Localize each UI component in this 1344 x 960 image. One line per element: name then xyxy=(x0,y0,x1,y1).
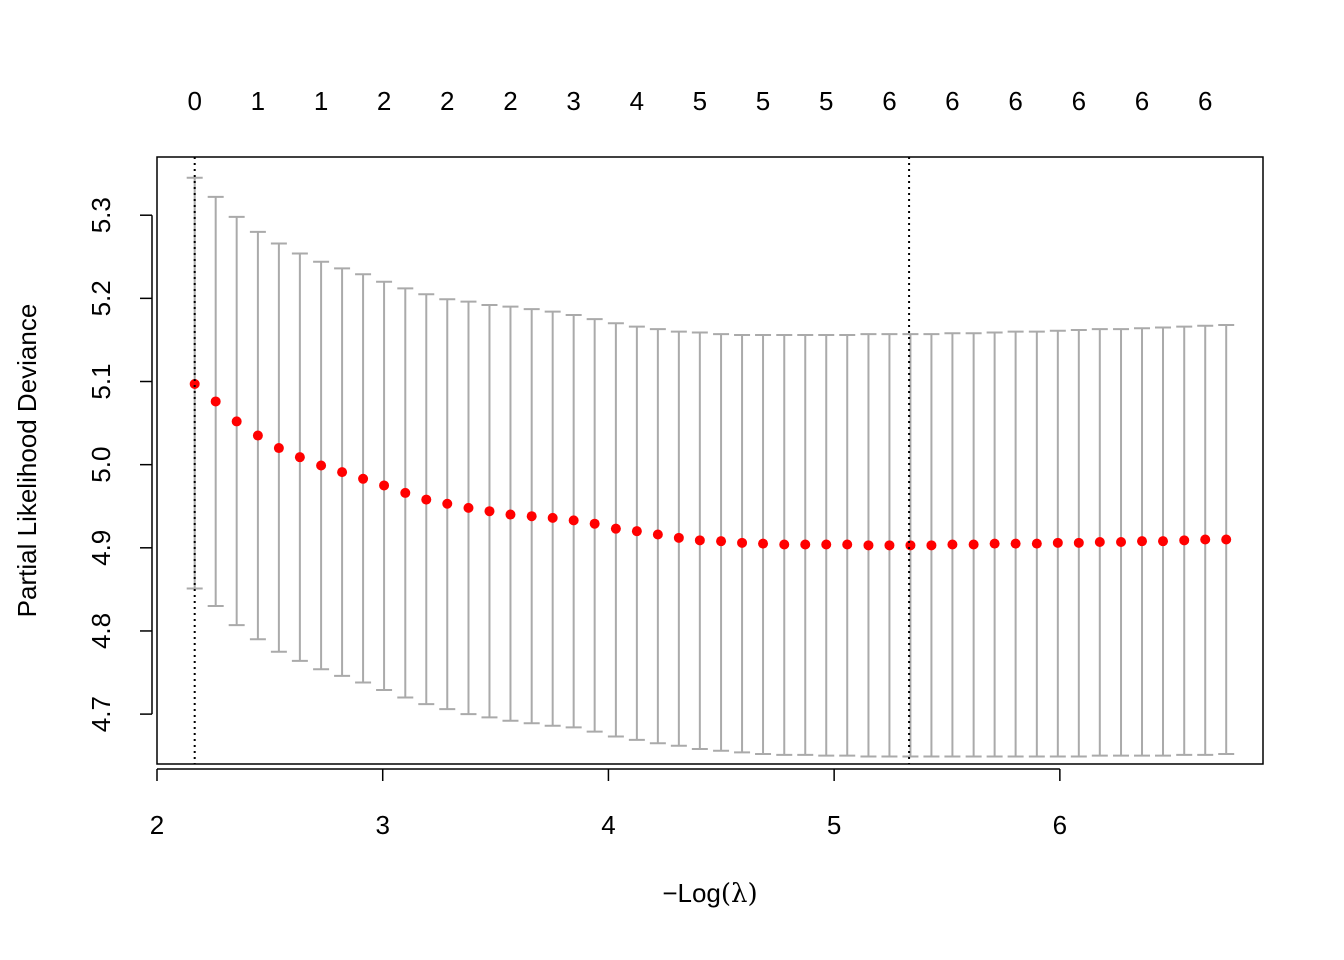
y-tick-label: 4.8 xyxy=(86,613,116,649)
data-point xyxy=(673,532,684,543)
data-point xyxy=(273,443,284,454)
data-point xyxy=(1200,534,1211,545)
reference-lines xyxy=(193,157,911,764)
x-tick-label: 6 xyxy=(1053,810,1067,840)
top-count-label: 1 xyxy=(251,86,265,116)
x-tick-label: 4 xyxy=(601,810,615,840)
data-point xyxy=(863,540,874,551)
data-point xyxy=(1221,534,1232,545)
data-point xyxy=(547,512,558,523)
data-point xyxy=(526,511,537,522)
data-point xyxy=(610,523,621,534)
data-point xyxy=(379,480,390,491)
data-point xyxy=(779,539,790,550)
data-point xyxy=(947,539,958,550)
top-count-label: 4 xyxy=(630,86,644,116)
data-point xyxy=(1179,535,1190,546)
y-tick-label: 5.0 xyxy=(86,447,116,483)
top-count-label: 6 xyxy=(1135,86,1149,116)
data-point xyxy=(821,539,832,550)
data-point xyxy=(652,529,663,540)
data-point xyxy=(989,538,1000,549)
y-tick-label: 4.7 xyxy=(86,696,116,732)
top-count-label: 6 xyxy=(1198,86,1212,116)
data-point xyxy=(337,467,348,478)
top-count-label: 5 xyxy=(819,86,833,116)
top-count-label: 1 xyxy=(314,86,328,116)
data-point xyxy=(1116,536,1127,547)
data-point xyxy=(358,473,369,484)
data-point xyxy=(1031,538,1042,549)
x-tick-label: 3 xyxy=(375,810,389,840)
data-point xyxy=(589,518,600,529)
top-count-label: 2 xyxy=(377,86,391,116)
data-point xyxy=(1073,537,1084,548)
data-point xyxy=(1137,536,1148,547)
plot-frame xyxy=(156,156,1264,765)
y-tick-label: 5.1 xyxy=(86,363,116,399)
top-count-label: 6 xyxy=(1008,86,1022,116)
data-point xyxy=(189,379,200,390)
top-count-label: 2 xyxy=(440,86,454,116)
top-axis-nonzero-counts: 0 1 1 2 2 2 3 4 5 5 5 6 6 6 6 6 6 xyxy=(187,86,1212,116)
top-count-label: 5 xyxy=(693,86,707,116)
top-count-label: 6 xyxy=(945,86,959,116)
data-point xyxy=(568,515,579,526)
data-point xyxy=(484,506,495,517)
top-count-label: 6 xyxy=(882,86,896,116)
data-point xyxy=(1158,536,1169,547)
data-point xyxy=(1094,536,1105,547)
top-count-label: 6 xyxy=(1072,86,1086,116)
data-point xyxy=(716,536,727,547)
x-tick-label: 5 xyxy=(827,810,841,840)
data-point xyxy=(252,430,263,441)
data-point xyxy=(1010,538,1021,549)
y-tick-label: 4.9 xyxy=(86,530,116,566)
point-group xyxy=(189,379,1232,551)
x-axis: 2 3 4 5 6 xyxy=(150,768,1067,840)
data-point xyxy=(294,452,305,463)
data-point xyxy=(505,509,516,520)
data-point xyxy=(1052,537,1063,548)
top-count-label: 5 xyxy=(756,86,770,116)
data-point xyxy=(758,538,769,549)
x-axis-label: −Log(λ) xyxy=(662,878,757,909)
data-point xyxy=(442,498,453,509)
data-point xyxy=(884,540,895,551)
y-tick-label: 5.3 xyxy=(86,197,116,233)
data-point xyxy=(210,396,221,407)
top-count-label: 0 xyxy=(187,86,201,116)
data-point xyxy=(737,537,748,548)
data-point xyxy=(694,535,705,546)
data-point xyxy=(631,526,642,537)
data-point xyxy=(842,539,853,550)
data-point xyxy=(463,502,474,513)
y-axis: 4.7 4.8 4.9 5.0 5.1 5.2 5.3 xyxy=(86,197,153,732)
y-tick-label: 5.2 xyxy=(86,280,116,316)
data-point xyxy=(926,540,937,551)
x-tick-label: 2 xyxy=(150,810,164,840)
y-axis-label: Partial Likelihood Deviance xyxy=(12,304,42,618)
data-point xyxy=(316,460,327,471)
top-count-label: 2 xyxy=(503,86,517,116)
errorbar-group xyxy=(186,176,1235,758)
data-point xyxy=(800,539,811,550)
data-point xyxy=(905,540,916,551)
data-point xyxy=(231,416,242,427)
data-point xyxy=(968,539,979,550)
top-count-label: 3 xyxy=(566,86,580,116)
data-point xyxy=(421,494,432,505)
data-point xyxy=(400,487,411,498)
